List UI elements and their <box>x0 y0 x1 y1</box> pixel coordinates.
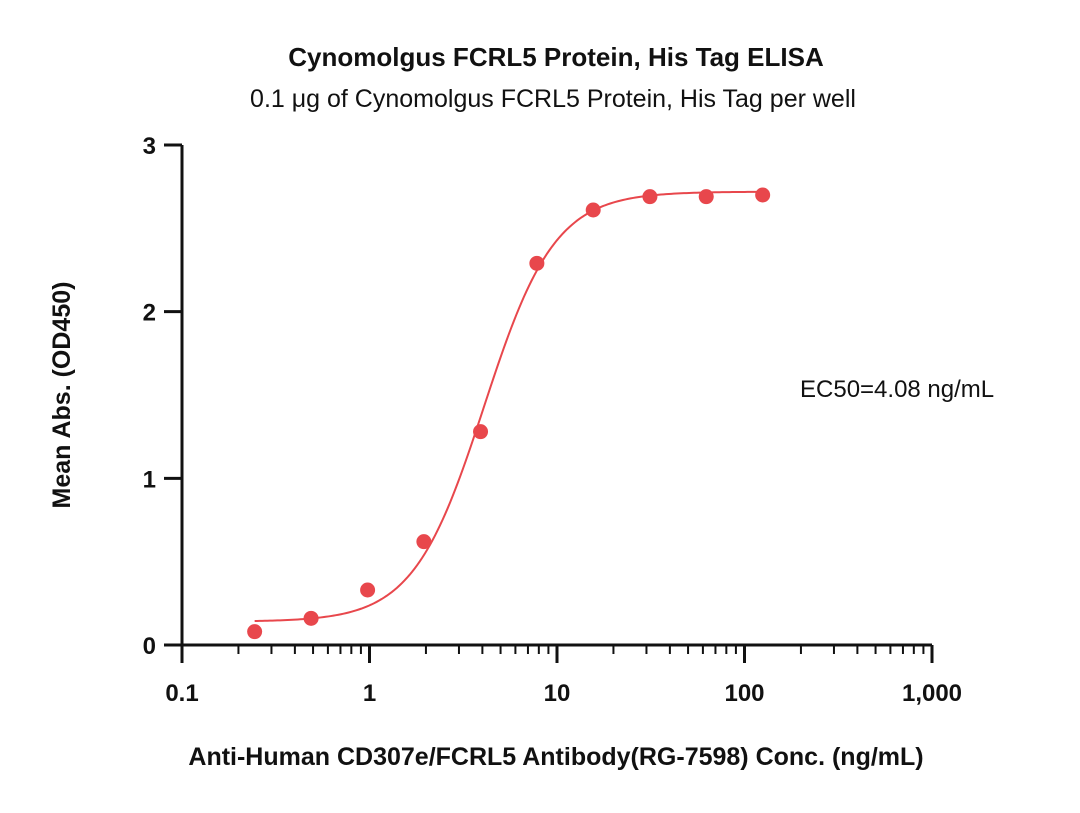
data-point <box>360 582 376 598</box>
data-point <box>416 534 432 550</box>
data-point <box>473 424 489 440</box>
data-points <box>247 187 771 640</box>
data-point <box>698 189 714 205</box>
x-tick-label: 0.1 <box>165 680 198 707</box>
x-tick-label: 100 <box>724 680 764 707</box>
data-point <box>585 202 601 218</box>
y-tick-label: 2 <box>143 300 156 327</box>
x-tick-label: 10 <box>544 680 571 707</box>
x-ticks: 0.1 1 10 100 1,000 <box>165 645 962 707</box>
fit-curve <box>254 190 763 623</box>
y-ticks: 0 1 2 3 <box>143 133 182 660</box>
y-tick-label: 3 <box>143 133 156 160</box>
data-point <box>247 624 263 640</box>
data-point <box>303 610 319 626</box>
y-axis-label: Mean Abs. (OD450) <box>48 282 76 509</box>
chart-title: Cynomolgus FCRL5 Protein, His Tag ELISA <box>288 42 824 72</box>
data-point <box>529 255 545 271</box>
y-tick-label: 1 <box>143 466 156 493</box>
data-point <box>755 187 771 203</box>
ec50-annotation: EC50=4.08 ng/mL <box>800 376 994 403</box>
chart-subtitle: 0.1 μg of Cynomolgus FCRL5 Protein, His … <box>250 85 856 113</box>
x-tick-label: 1,000 <box>902 680 962 707</box>
x-axis-label: Anti-Human CD307e/FCRL5 Antibody(RG-7598… <box>188 743 923 771</box>
data-point <box>642 189 658 205</box>
x-tick-label: 1 <box>363 680 376 707</box>
y-tick-label: 0 <box>143 633 156 660</box>
